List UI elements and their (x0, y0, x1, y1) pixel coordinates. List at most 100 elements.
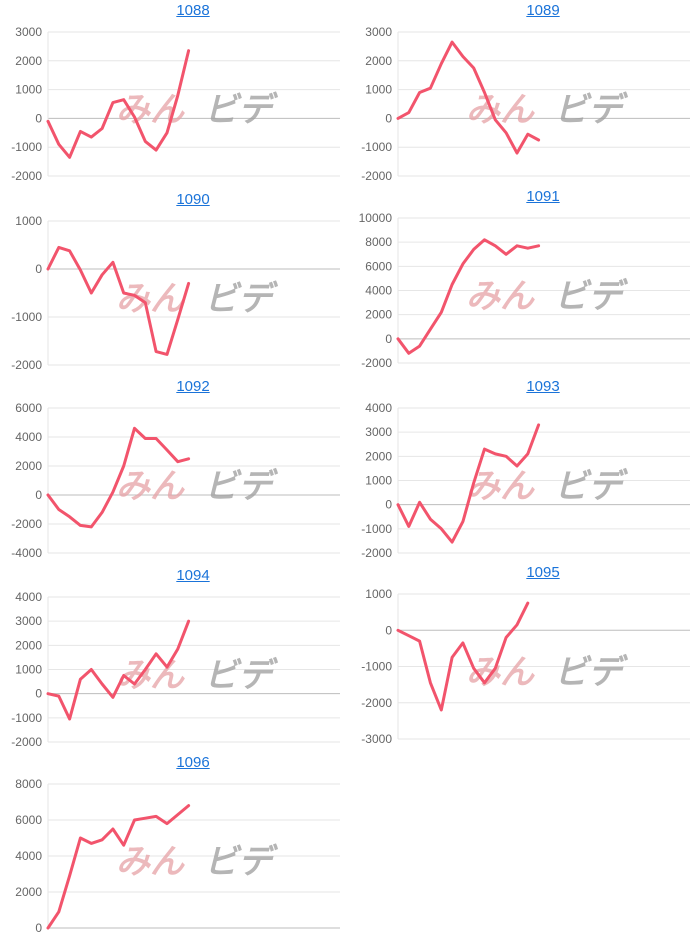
y-tick-label: -4000 (11, 546, 42, 560)
watermark-logo-part-a: みん (466, 90, 535, 130)
chart-panel-1093: 4000 3000 2000 1000 0 -1000 -2000 みん ビデ 1093 (350, 376, 700, 563)
chart-title-link[interactable]: 1091 (526, 188, 560, 205)
y-tick-label: 3000 (15, 614, 42, 628)
y-tick-label: 1000 (15, 83, 42, 97)
chart-svg: 6000 4000 2000 0 -2000 -4000 みん ビデ (11, 401, 340, 560)
y-tick-label: 3000 (15, 25, 42, 39)
y-tick-label: -1000 (11, 711, 42, 725)
y-tick-label: 3000 (365, 425, 392, 439)
y-tick-label: -1000 (11, 310, 42, 324)
chart-title-link[interactable]: 1088 (176, 2, 210, 19)
y-tick-label: -1000 (11, 140, 42, 154)
y-tick-label: 6000 (15, 401, 42, 415)
chart-title-link[interactable]: 1096 (176, 754, 210, 771)
y-tick-label: 8000 (365, 235, 392, 249)
y-tick-label: 1000 (15, 663, 42, 677)
watermark-logo-part-b: ビデ (554, 653, 629, 693)
y-tick-label: -2000 (361, 696, 392, 710)
y-tick-label: 0 (385, 111, 392, 125)
y-tick-label: 10000 (359, 211, 393, 225)
chart-panel-1091: 10000 8000 6000 4000 2000 0 -2000 みん ビデ 1091 (350, 188, 700, 373)
watermark-logo-part-b: ビデ (554, 277, 629, 317)
chart-title-link[interactable]: 1094 (176, 567, 210, 584)
chart-title-link[interactable]: 1090 (176, 191, 210, 208)
y-tick-label: -1000 (361, 140, 392, 154)
watermark-logo-part-a: みん (116, 842, 185, 882)
y-tick-label: 6000 (365, 259, 392, 273)
watermark-logo-part-b: ビデ (554, 467, 629, 507)
y-tick-label: 0 (35, 111, 42, 125)
chart-svg: 1000 0 -1000 -2000 みん ビデ (11, 214, 340, 372)
watermark-logo-part-b: ビデ (204, 279, 279, 319)
chart-panel-1095: 1000 0 -1000 -2000 -3000 みん ビデ 1095 (350, 564, 700, 749)
y-tick-label: -3000 (361, 732, 392, 746)
y-tick-label: 8000 (15, 777, 42, 791)
series-line (46, 804, 191, 930)
chart-title-link[interactable]: 1089 (526, 2, 560, 19)
y-tick-label: 0 (35, 262, 42, 276)
y-tick-label: 1000 (15, 214, 42, 228)
y-tick-label: 4000 (365, 284, 392, 298)
series-line (46, 49, 191, 159)
y-tick-label: 0 (385, 498, 392, 512)
watermark-logo-part-a: みん (116, 279, 185, 319)
y-tick-label: -1000 (361, 522, 392, 536)
series-line (46, 245, 191, 356)
y-tick-label: 1000 (365, 474, 392, 488)
y-tick-label: -2000 (11, 517, 42, 531)
watermark-logo-part-b: ビデ (554, 90, 629, 130)
series-line (396, 238, 541, 355)
y-tick-label: -2000 (361, 546, 392, 560)
y-tick-label: -2000 (11, 358, 42, 372)
y-tick-label: 4000 (15, 849, 42, 863)
watermark-logo-part-a: みん (466, 277, 535, 317)
y-tick-label: 0 (35, 687, 42, 701)
y-tick-label: 0 (385, 623, 392, 637)
y-tick-label: 1000 (365, 83, 392, 97)
chart-panel-1096: 8000 6000 4000 2000 0 みん ビデ 1096 (0, 752, 350, 938)
y-tick-label: -2000 (11, 735, 42, 749)
chart-svg: 8000 6000 4000 2000 0 みん ビデ (15, 777, 340, 935)
chart-svg: 10000 8000 6000 4000 2000 0 -2000 みん ビデ (359, 211, 690, 370)
watermark-logo-part-a: みん (116, 467, 185, 507)
chart-panel-1090: 1000 0 -1000 -2000 みん ビデ 1090 (0, 188, 350, 375)
y-tick-label: 2000 (365, 449, 392, 463)
series-line (396, 40, 541, 155)
watermark-logo-part-b: ビデ (204, 842, 279, 882)
y-tick-label: 1000 (365, 587, 392, 601)
chart-title-link[interactable]: 1095 (526, 564, 560, 581)
y-tick-label: 0 (35, 921, 42, 935)
chart-panel-1089: 3000 2000 1000 0 -1000 -2000 みん ビデ 1089 (350, 0, 700, 186)
y-tick-label: 2000 (15, 638, 42, 652)
y-tick-label: 2000 (15, 885, 42, 899)
y-tick-label: 2000 (365, 308, 392, 322)
chart-title-link[interactable]: 1093 (526, 378, 560, 395)
watermark-logo-part-b: ビデ (204, 467, 279, 507)
y-tick-label: 4000 (15, 430, 42, 444)
series-line (46, 426, 191, 529)
chart-panel-1092: 6000 4000 2000 0 -2000 -4000 みん ビデ 1092 (0, 376, 350, 563)
watermark-logo-part-b: ビデ (204, 656, 279, 696)
y-tick-label: -2000 (11, 169, 42, 183)
chart-panel-1088: 3000 2000 1000 0 -1000 -2000 みん ビデ 1088 (0, 0, 350, 186)
y-tick-label: 2000 (15, 54, 42, 68)
y-tick-label: -2000 (361, 169, 392, 183)
chart-svg: 3000 2000 1000 0 -1000 -2000 みん ビデ (361, 25, 690, 183)
series-line (396, 423, 541, 544)
y-tick-label: 4000 (15, 590, 42, 604)
y-tick-label: 4000 (365, 401, 392, 415)
y-tick-label: 2000 (15, 459, 42, 473)
y-tick-label: 3000 (365, 25, 392, 39)
y-tick-label: 6000 (15, 813, 42, 827)
y-tick-label: -2000 (361, 356, 392, 370)
y-tick-label: 2000 (365, 54, 392, 68)
chart-panel-1094: 4000 3000 2000 1000 0 -1000 -2000 みん ビデ 1094 (0, 564, 350, 752)
y-tick-label: 0 (35, 488, 42, 502)
chart-title-link[interactable]: 1092 (176, 378, 210, 395)
y-tick-label: 0 (385, 332, 392, 346)
series-line (46, 619, 191, 721)
